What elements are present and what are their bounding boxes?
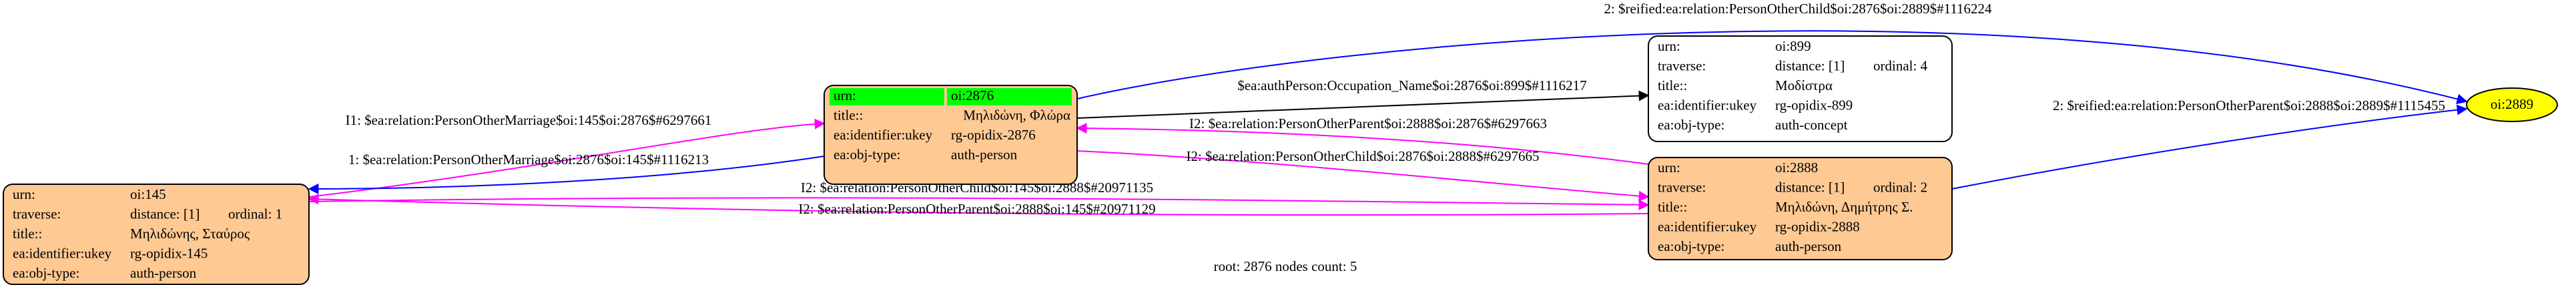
row-value: distance: [1] bbox=[130, 206, 200, 222]
edge bbox=[308, 156, 825, 194]
row-key: title:: bbox=[834, 107, 863, 123]
edge bbox=[1076, 123, 1649, 165]
row-key: urn: bbox=[834, 87, 856, 103]
row-value: Μοδίστρα bbox=[1775, 77, 1833, 93]
row-value: rg-opidix-2876 bbox=[951, 127, 1036, 143]
edge bbox=[308, 197, 1650, 210]
edge-label: I2: $ea:relation:PersonOtherParent$oi:28… bbox=[798, 201, 1155, 217]
row-key: traverse: bbox=[1658, 57, 1706, 73]
node-box bbox=[1648, 35, 1953, 142]
edge-label: I2: $ea:relation:PersonOtherChild$oi:287… bbox=[1186, 148, 1539, 164]
row-value: Μηλιδώνη, Δημήτρης Σ. bbox=[1775, 199, 1913, 215]
row-value: distance: [1] bbox=[1775, 57, 1845, 73]
edge bbox=[1076, 150, 1650, 202]
row-value: oi:2876 bbox=[951, 87, 994, 103]
row-extra: ordinal: 4 bbox=[1873, 57, 1928, 73]
row-value: auth-person bbox=[130, 265, 197, 281]
row-value: oi:145 bbox=[130, 186, 166, 202]
edge-label: 2: $reified:ea:relation:PersonOtherChild… bbox=[1604, 1, 1992, 17]
row-value: rg-opidix-2888 bbox=[1775, 218, 1860, 234]
row-key: ea:identifier:ukey bbox=[1658, 97, 1757, 113]
row-value: Μηλιδώνη, Φλώρα bbox=[963, 107, 1070, 123]
row-key: traverse: bbox=[13, 206, 61, 222]
edge-label: 1: $ea:relation:PersonOtherMarriage$oi:2… bbox=[348, 152, 709, 168]
row-key: ea:obj-type: bbox=[13, 265, 79, 281]
row-value: Μηλιδώνης, Σταύρος bbox=[130, 226, 250, 242]
node-ellipse bbox=[2466, 87, 2558, 122]
row-extra: ordinal: 1 bbox=[228, 206, 282, 222]
row-value: auth-concept bbox=[1775, 117, 1848, 133]
row-key: ea:identifier:ukey bbox=[834, 127, 933, 143]
edge bbox=[1076, 30, 2468, 105]
caption: root: 2876 nodes count: 5 bbox=[1214, 258, 1357, 274]
row-key: title:: bbox=[1658, 77, 1687, 93]
node-box bbox=[1648, 157, 1953, 260]
row-key: ea:identifier:ukey bbox=[13, 245, 112, 261]
row-value: oi:899 bbox=[1775, 38, 1811, 54]
row-key: urn: bbox=[13, 186, 35, 202]
edge-label: $ea:authPerson:Occupation_Name$oi:2876$o… bbox=[1237, 77, 1586, 93]
row-value: auth-person bbox=[951, 146, 1018, 162]
row-key: ea:identifier:ukey bbox=[1658, 218, 1757, 234]
highlight bbox=[947, 88, 1072, 105]
node-box bbox=[3, 184, 310, 285]
row-key: urn: bbox=[1658, 160, 1680, 176]
row-value: oi:2888 bbox=[1775, 160, 1818, 176]
highlight bbox=[830, 88, 944, 105]
edge bbox=[1951, 104, 2468, 190]
row-key: ea:obj-type: bbox=[1658, 117, 1724, 133]
edge-label: I1: $ea:relation:PersonOtherMarriage$oi:… bbox=[346, 112, 712, 128]
row-extra: ordinal: 2 bbox=[1873, 179, 1927, 195]
row-value: rg-opidix-145 bbox=[130, 245, 208, 261]
row-key: title:: bbox=[13, 226, 42, 242]
row-value: rg-opidix-899 bbox=[1775, 97, 1853, 113]
edge bbox=[308, 118, 826, 198]
row-key: title:: bbox=[1658, 199, 1687, 215]
edge-label: 2: $reified:ea:relation:PersonOtherParen… bbox=[2053, 97, 2445, 113]
node-label: oi:2889 bbox=[2491, 96, 2533, 112]
row-key: urn: bbox=[1658, 38, 1680, 54]
row-value: distance: [1] bbox=[1775, 179, 1845, 195]
edge bbox=[308, 194, 1649, 216]
row-key: ea:obj-type: bbox=[834, 146, 900, 162]
row-value: auth-person bbox=[1775, 238, 1842, 254]
edge-label: I2: $ea:relation:PersonOtherParent$oi:28… bbox=[1189, 115, 1547, 131]
row-key: ea:obj-type: bbox=[1658, 238, 1724, 254]
edge bbox=[1076, 90, 1650, 119]
node-box bbox=[824, 85, 1078, 185]
row-key: traverse: bbox=[1658, 179, 1706, 195]
